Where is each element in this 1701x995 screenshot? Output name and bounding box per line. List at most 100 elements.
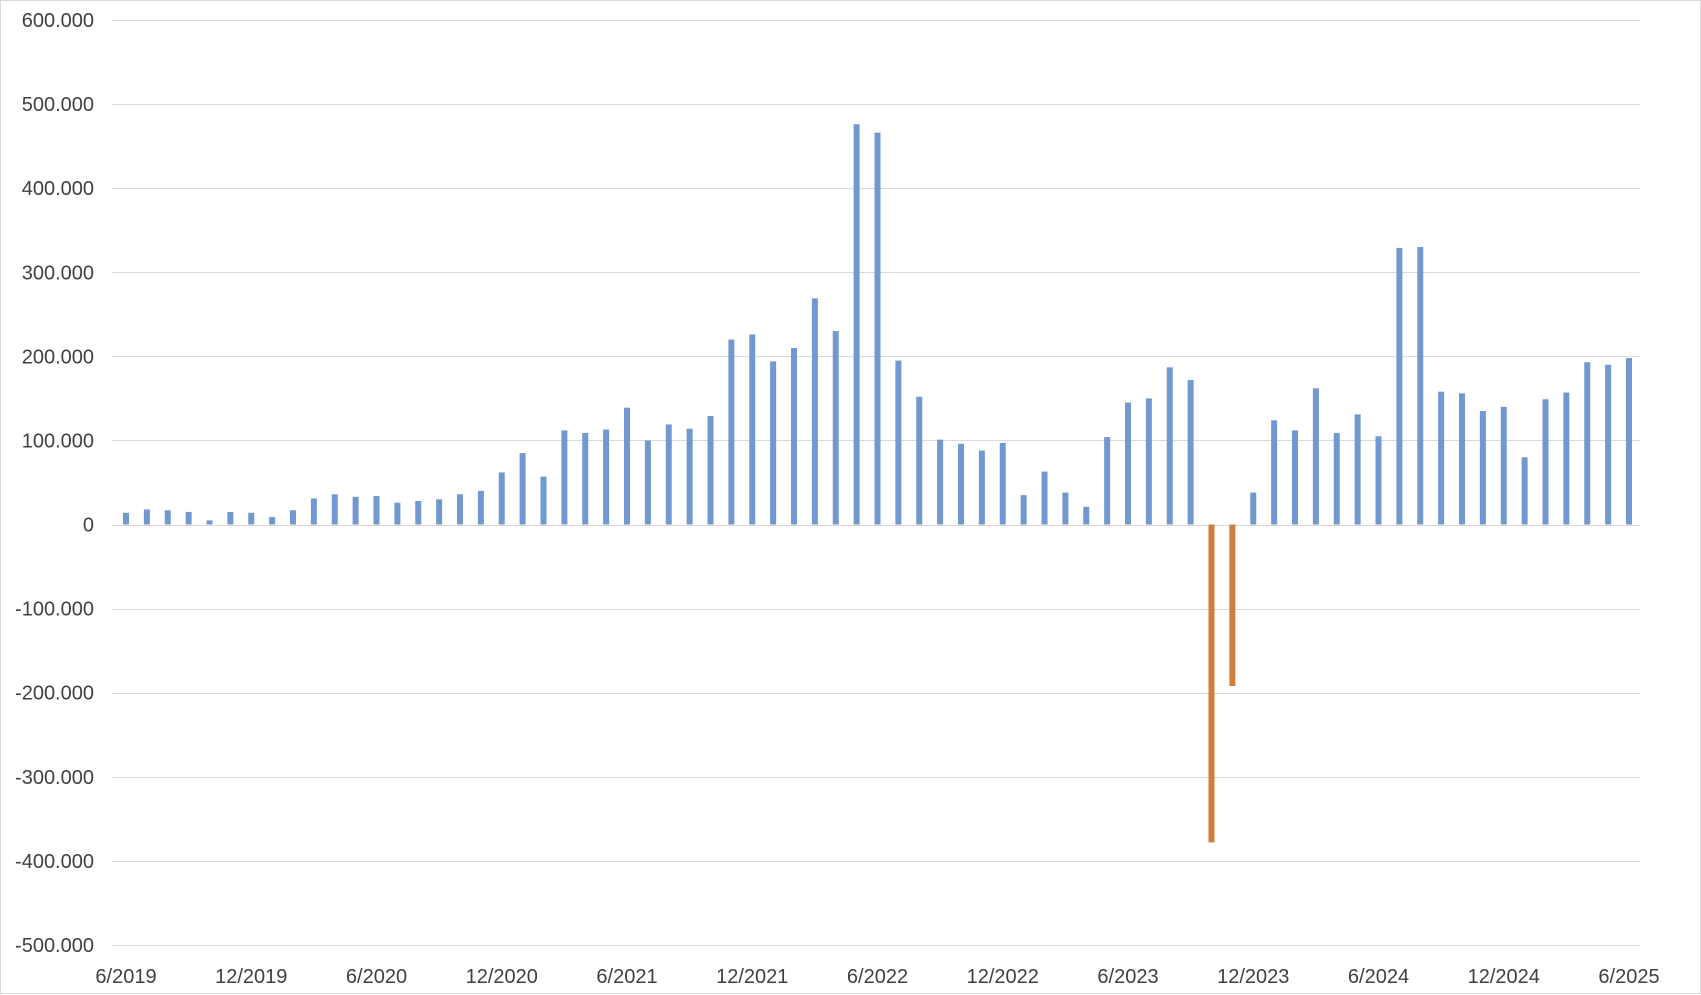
y-axis-labels: 600.000 500.000 400.000 300.000 200.000 100.0… [15, 10, 94, 957]
bar [916, 396, 923, 525]
bar [394, 502, 401, 525]
x-tick-label: 6/2022 [847, 966, 908, 988]
bar [644, 440, 651, 525]
bar [832, 331, 839, 525]
bar [1187, 379, 1194, 525]
x-tick-label: 12/2019 [215, 966, 287, 988]
bar [185, 511, 192, 525]
bar [1166, 367, 1173, 525]
y-tick-label: 300.000 [22, 262, 94, 284]
bar [853, 124, 860, 525]
x-axis-labels: 6/2019 12/2019 6/2020 12/2020 6/2021 12/2021 6… [95, 966, 1659, 988]
bar [1438, 391, 1445, 525]
bar [331, 494, 338, 525]
bar [1354, 414, 1361, 525]
bar [1312, 388, 1319, 525]
bar [1333, 432, 1340, 525]
bar [1041, 471, 1048, 525]
bar [978, 450, 985, 525]
y-tick-label: 0 [83, 515, 94, 537]
bar [749, 334, 756, 525]
bar [1500, 406, 1507, 525]
bar [1083, 506, 1090, 525]
x-tick-label: 12/2020 [466, 966, 538, 988]
bar [624, 407, 630, 525]
bar [352, 496, 359, 525]
bar [519, 453, 526, 525]
y-tick-label: 600.000 [22, 10, 94, 32]
bar [1062, 492, 1069, 525]
bar [206, 520, 213, 525]
bar [1417, 247, 1424, 525]
bar [1104, 437, 1111, 525]
bar [477, 490, 484, 525]
y-tick-label: -400.000 [15, 851, 94, 873]
bar [1292, 430, 1298, 525]
bar [310, 498, 317, 525]
bar [1542, 399, 1549, 525]
bar [1459, 393, 1465, 525]
y-tick-label: 200.000 [22, 346, 94, 368]
bar [603, 429, 610, 525]
y-tick-label: 400.000 [22, 178, 94, 200]
bar [248, 512, 255, 525]
bar [540, 476, 547, 525]
bar [1563, 392, 1570, 525]
bar [561, 430, 568, 525]
bar [811, 298, 818, 525]
bar [123, 512, 129, 525]
bar [1396, 247, 1403, 525]
bar [999, 442, 1006, 525]
bar [1250, 492, 1257, 525]
x-tick-label: 6/2024 [1348, 966, 1409, 988]
bar [1375, 436, 1382, 525]
bar [686, 428, 693, 525]
bar [958, 443, 964, 525]
bar [373, 495, 380, 525]
bar [582, 432, 589, 525]
bar [436, 499, 443, 525]
bar [1125, 402, 1131, 525]
bars [123, 124, 1632, 843]
bar [269, 516, 276, 525]
bar [143, 509, 150, 525]
bar [707, 416, 714, 525]
x-tick-label: 6/2023 [1097, 966, 1158, 988]
x-tick-label: 6/2025 [1598, 966, 1659, 988]
bar [728, 339, 735, 525]
bar [665, 424, 672, 525]
y-tick-label: -200.000 [15, 683, 94, 705]
x-tick-label: 12/2023 [1217, 966, 1289, 988]
bar [1605, 364, 1612, 525]
bar [791, 347, 797, 525]
y-tick-label: 500.000 [22, 94, 94, 116]
y-tick-label: -100.000 [15, 599, 94, 621]
x-tick-label: 6/2021 [596, 966, 657, 988]
bar-negative [1208, 524, 1215, 843]
bar [1271, 420, 1278, 525]
x-tick-label: 12/2022 [967, 966, 1039, 988]
bar [1145, 398, 1152, 525]
bar [1479, 411, 1486, 525]
bar [1626, 358, 1632, 525]
bar [498, 472, 505, 525]
x-tick-label: 6/2019 [95, 966, 156, 988]
bar [164, 510, 171, 525]
bar [1020, 495, 1027, 525]
bar [1521, 457, 1528, 525]
bar [895, 360, 902, 525]
y-tick-label: -500.000 [15, 935, 94, 957]
bar [290, 510, 296, 525]
y-tick-label: 100.000 [22, 430, 94, 452]
bar [457, 494, 463, 525]
bar [415, 501, 422, 525]
bar [770, 361, 777, 525]
x-tick-label: 6/2020 [346, 966, 407, 988]
y-tick-label: -300.000 [15, 767, 94, 789]
bar [937, 439, 944, 525]
x-tick-label: 12/2021 [716, 966, 788, 988]
bar [227, 511, 234, 525]
bar [874, 132, 881, 525]
